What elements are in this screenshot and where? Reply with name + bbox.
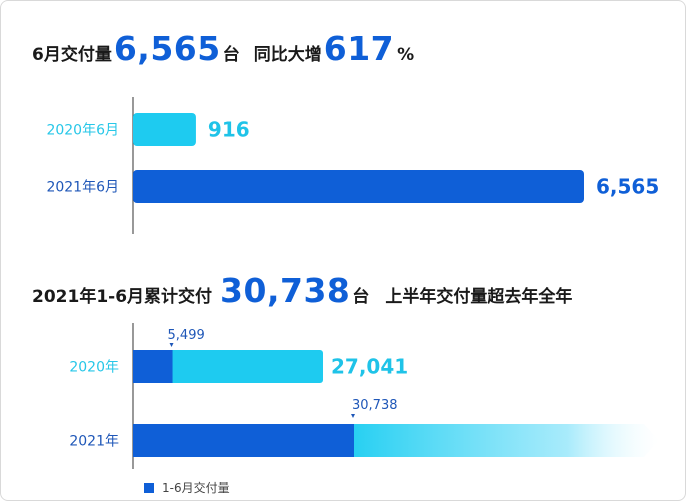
legend-swatch	[144, 482, 154, 493]
headline-prefix: 6月交付量	[32, 45, 112, 65]
legend-label: 1-6月交付量	[162, 481, 230, 495]
chart2-value-label: 27,041	[331, 355, 408, 379]
chart1-category-label: 2020年6月	[46, 123, 119, 139]
headline2-unit: 台	[352, 287, 370, 307]
chart2-annotation: 30,738	[352, 398, 398, 413]
headline-value: 6,565	[113, 29, 221, 68]
chart1-value-label: 916	[208, 118, 250, 142]
chart2-bar-h1	[133, 350, 173, 383]
chart2-bar-projection	[354, 424, 659, 457]
headline-h1-deliveries: 2021年1-6月累计交付 30,738 台 上半年交付量超去年全年	[32, 271, 572, 310]
chart1-bar	[133, 170, 584, 203]
chart2-pointer	[169, 343, 174, 347]
chart2-annotation: 5,499	[168, 328, 205, 343]
chart2-category-label: 2021年	[69, 434, 119, 450]
chart2-bar-h1	[133, 424, 354, 457]
chart1-value-label: 6,565	[596, 175, 659, 199]
headline-unit: 台	[222, 45, 240, 65]
headline2-suffix: 上半年交付量超去年全年	[385, 287, 573, 307]
chart2-pointer	[351, 414, 355, 418]
headline-mid: 同比大增	[253, 45, 322, 65]
chart1-category-label: 2021年6月	[46, 180, 119, 196]
chart2-bar-full-year	[133, 350, 323, 383]
chart1-bar	[133, 113, 196, 146]
headline2-value: 30,738	[220, 271, 351, 310]
chart-legend: 1-6月交付量	[144, 479, 230, 496]
headline2-prefix: 2021年1-6月累计交付	[32, 287, 213, 307]
headline-pct-value: 617	[323, 29, 395, 68]
chart2-category-label: 2020年	[69, 360, 119, 376]
headline-june-deliveries: 6月交付量 6,565 台 同比大增 617 %	[32, 29, 414, 68]
headline-pct-sign: %	[397, 45, 415, 65]
